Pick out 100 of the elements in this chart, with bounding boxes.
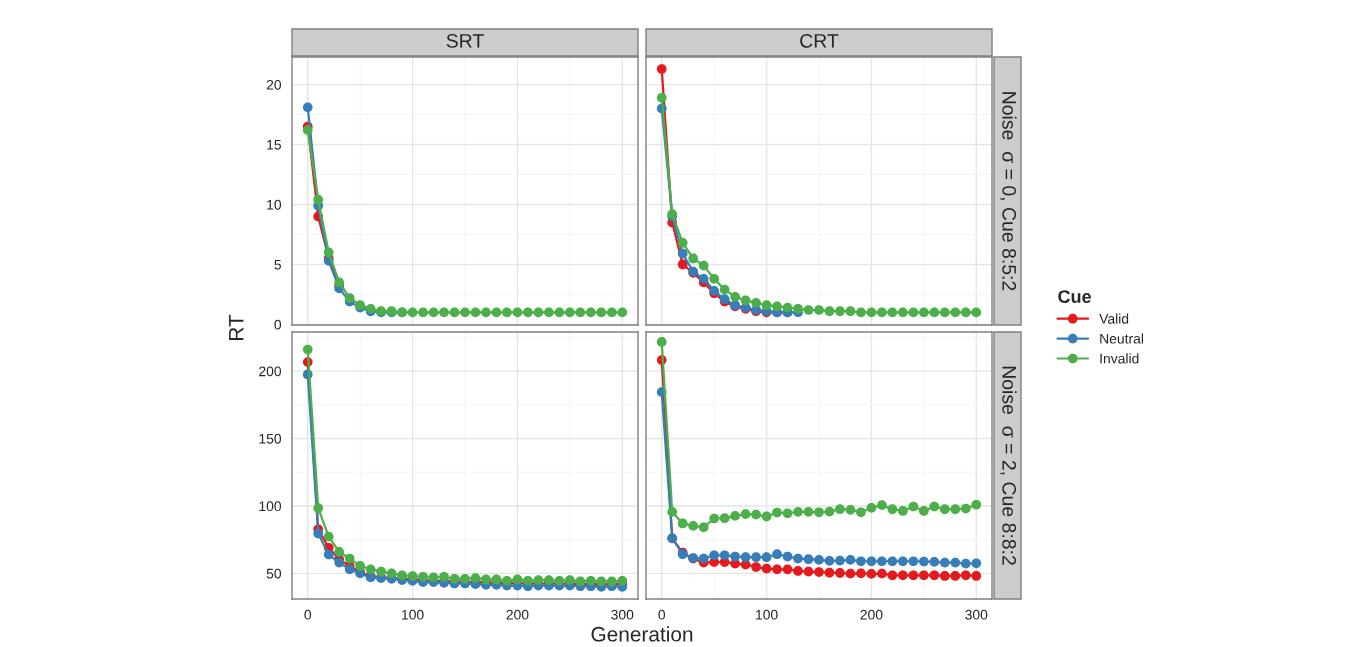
y-tick-label: 15	[267, 140, 281, 150]
point	[585, 307, 596, 318]
point	[313, 528, 324, 539]
point	[719, 550, 730, 561]
point	[698, 260, 709, 271]
point	[719, 513, 730, 524]
point	[898, 570, 908, 581]
x-tick-label: 200	[506, 609, 529, 620]
point	[877, 307, 887, 318]
point	[866, 569, 877, 579]
point	[856, 307, 866, 318]
point	[386, 568, 397, 579]
point	[929, 557, 940, 567]
point	[866, 556, 877, 567]
point	[688, 253, 699, 264]
point	[313, 503, 324, 513]
point	[677, 238, 688, 248]
point	[502, 307, 512, 318]
point	[302, 102, 313, 113]
point	[740, 295, 751, 306]
point	[617, 307, 628, 318]
point	[939, 571, 950, 581]
point	[709, 550, 720, 561]
point	[814, 567, 824, 577]
y-tick-label: 50	[266, 568, 282, 579]
point	[835, 306, 845, 317]
point	[898, 307, 908, 318]
y-axis-title: RT	[229, 314, 244, 340]
point	[575, 307, 586, 318]
point	[845, 568, 856, 579]
point	[835, 504, 845, 515]
point	[856, 556, 866, 567]
point	[585, 575, 596, 586]
point	[606, 307, 617, 318]
y-tick-label: 5	[274, 259, 281, 270]
point	[824, 555, 835, 566]
point	[950, 504, 961, 515]
point	[512, 307, 523, 318]
legend-title: Cue	[1058, 290, 1091, 304]
point	[971, 558, 982, 569]
point	[544, 307, 554, 318]
point	[908, 501, 919, 512]
x-tick-label: 300	[611, 609, 634, 620]
point	[845, 555, 856, 565]
point	[656, 64, 667, 74]
point	[835, 555, 845, 566]
point	[793, 507, 803, 517]
point	[554, 307, 565, 318]
point	[302, 344, 313, 355]
point	[908, 570, 919, 581]
point	[523, 307, 533, 318]
point	[782, 508, 793, 519]
point	[877, 500, 887, 511]
point	[656, 92, 667, 103]
point	[793, 303, 803, 314]
point	[929, 501, 940, 512]
point	[803, 305, 814, 315]
point	[355, 561, 366, 571]
x-tick-label: 100	[402, 609, 424, 620]
point	[793, 553, 803, 564]
y-tick-label: 150	[259, 433, 282, 444]
point	[302, 125, 313, 136]
point	[782, 302, 793, 313]
point	[918, 556, 929, 567]
point	[460, 307, 470, 318]
point	[730, 291, 740, 302]
point	[887, 570, 898, 581]
point	[950, 307, 961, 318]
point	[460, 573, 470, 584]
point	[971, 571, 982, 581]
point	[751, 509, 761, 520]
point	[939, 307, 950, 318]
point	[814, 305, 824, 315]
point	[887, 504, 898, 515]
x-tick-label: 0	[658, 609, 666, 620]
point	[761, 563, 772, 574]
x-axis-title: Generation	[591, 626, 693, 642]
point	[950, 571, 961, 581]
point	[751, 562, 761, 572]
point	[698, 273, 709, 284]
point	[918, 506, 929, 516]
point	[730, 511, 740, 521]
chart-title: CRT	[800, 33, 839, 48]
point	[719, 284, 730, 295]
point	[887, 556, 898, 567]
x-tick-label: 200	[860, 609, 883, 620]
point	[803, 507, 814, 517]
x-tick-label: 0	[304, 609, 312, 620]
point	[533, 575, 544, 585]
legend-label: Neutral	[1100, 333, 1144, 344]
point	[617, 575, 628, 586]
point	[845, 306, 856, 317]
point	[793, 566, 803, 576]
point	[898, 556, 908, 567]
y-tick-label: 0	[274, 319, 282, 330]
point	[564, 307, 575, 318]
point	[709, 273, 720, 284]
point	[439, 571, 449, 582]
point	[376, 566, 386, 577]
y-tick-label: 10	[267, 199, 282, 210]
